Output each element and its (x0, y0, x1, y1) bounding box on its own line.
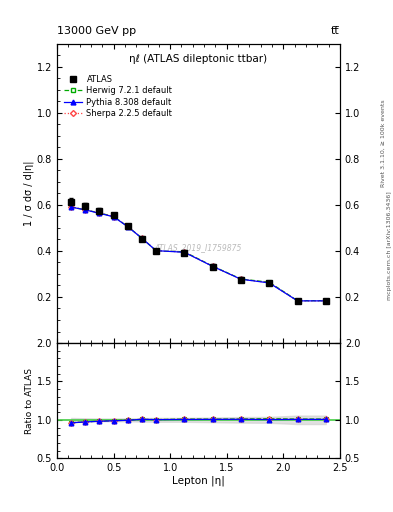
Text: ATLAS_2019_I1759875: ATLAS_2019_I1759875 (155, 243, 242, 252)
Text: ηℓ (ATLAS dileptonic ttbar): ηℓ (ATLAS dileptonic ttbar) (129, 54, 268, 64)
Y-axis label: 1 / σ dσ / d|η|: 1 / σ dσ / d|η| (24, 161, 34, 226)
X-axis label: Lepton |η|: Lepton |η| (172, 476, 225, 486)
Y-axis label: Ratio to ATLAS: Ratio to ATLAS (25, 368, 34, 434)
Text: 13000 GeV pp: 13000 GeV pp (57, 26, 136, 36)
Text: mcplots.cern.ch [arXiv:1306.3436]: mcplots.cern.ch [arXiv:1306.3436] (387, 191, 392, 300)
Text: tt̅: tt̅ (331, 26, 340, 36)
Text: Rivet 3.1.10, ≥ 100k events: Rivet 3.1.10, ≥ 100k events (381, 99, 386, 187)
Legend: ATLAS, Herwig 7.2.1 default, Pythia 8.308 default, Sherpa 2.2.5 default: ATLAS, Herwig 7.2.1 default, Pythia 8.30… (64, 75, 173, 118)
